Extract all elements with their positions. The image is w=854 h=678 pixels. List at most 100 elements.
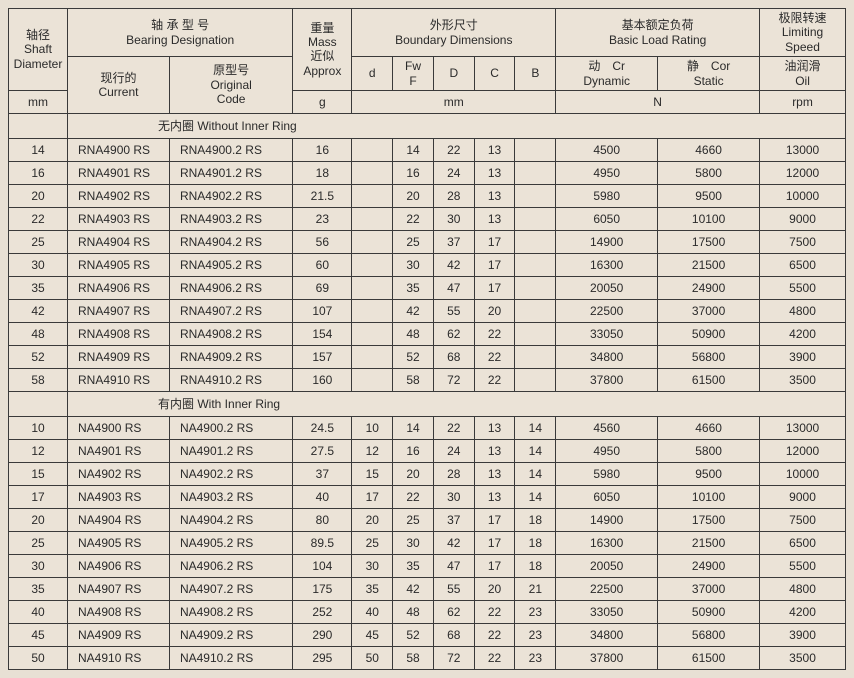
- cell-cor: 5800: [658, 161, 760, 184]
- table-row: 40NA4908 RSNA4908.2 RS252404862222333050…: [9, 600, 846, 623]
- cell-orig: NA4909.2 RS: [169, 623, 292, 646]
- section-with-inner: 有内圈 With Inner Ring: [9, 391, 846, 416]
- cell-D: 24: [433, 439, 474, 462]
- cell-d: 20: [352, 508, 393, 531]
- cell-orig: RNA4907.2 RS: [169, 299, 292, 322]
- cell-D: 68: [433, 345, 474, 368]
- cell-shaft: 42: [9, 299, 68, 322]
- cell-cur: RNA4905 RS: [68, 253, 170, 276]
- cell-fwf: 20: [393, 184, 434, 207]
- cell-fwf: 48: [393, 600, 434, 623]
- cell-orig: RNA4905.2 RS: [169, 253, 292, 276]
- cell-B: [515, 345, 556, 368]
- cell-shaft: 48: [9, 322, 68, 345]
- cell-cur: NA4903 RS: [68, 485, 170, 508]
- cell-cor: 61500: [658, 646, 760, 669]
- hdr-cr-1: 动 Cr: [588, 59, 625, 73]
- cell-shaft: 25: [9, 531, 68, 554]
- cell-rpm: 4800: [760, 299, 846, 322]
- cell-shaft: 12: [9, 439, 68, 462]
- cell-cur: NA4907 RS: [68, 577, 170, 600]
- cell-orig: NA4901.2 RS: [169, 439, 292, 462]
- cell-mass: 16: [293, 138, 352, 161]
- section-no-inner-shaft: [9, 113, 68, 138]
- cell-rpm: 3500: [760, 646, 846, 669]
- cell-fwf: 42: [393, 299, 434, 322]
- cell-rpm: 3900: [760, 623, 846, 646]
- cell-mass: 160: [293, 368, 352, 391]
- cell-shaft: 25: [9, 230, 68, 253]
- cell-cur: RNA4901 RS: [68, 161, 170, 184]
- cell-orig: RNA4901.2 RS: [169, 161, 292, 184]
- hdr-dims-cn: 外形尺寸: [430, 18, 478, 32]
- cell-C: 17: [474, 230, 515, 253]
- cell-B: [515, 368, 556, 391]
- hdr-load-cn: 基本额定负荷: [622, 18, 694, 32]
- cell-d: 40: [352, 600, 393, 623]
- cell-d: 15: [352, 462, 393, 485]
- cell-B: [515, 161, 556, 184]
- cell-fwf: 30: [393, 253, 434, 276]
- cell-fwf: 22: [393, 485, 434, 508]
- hdr-cor-2: Static: [694, 74, 724, 88]
- table-row: 10NA4900 RSNA4900.2 RS24.510142213144560…: [9, 416, 846, 439]
- cell-shaft: 50: [9, 646, 68, 669]
- cell-rpm: 7500: [760, 508, 846, 531]
- cell-cor: 17500: [658, 230, 760, 253]
- cell-cr: 34800: [556, 345, 658, 368]
- hdr-cr: 动 Cr Dynamic: [556, 57, 658, 91]
- cell-C: 13: [474, 138, 515, 161]
- cell-mass: 69: [293, 276, 352, 299]
- cell-cr: 5980: [556, 184, 658, 207]
- cell-d: [352, 345, 393, 368]
- cell-B: 23: [515, 646, 556, 669]
- cell-cr: 4950: [556, 161, 658, 184]
- cell-shaft: 22: [9, 207, 68, 230]
- hdr-original-en2: Code: [217, 92, 246, 106]
- cell-d: 35: [352, 577, 393, 600]
- cell-orig: NA4902.2 RS: [169, 462, 292, 485]
- cell-D: 28: [433, 462, 474, 485]
- hdr-cor: 静 Cor Static: [658, 57, 760, 91]
- cell-cor: 9500: [658, 462, 760, 485]
- cell-D: 22: [433, 416, 474, 439]
- cell-rpm: 9000: [760, 485, 846, 508]
- cell-shaft: 52: [9, 345, 68, 368]
- cell-shaft: 20: [9, 508, 68, 531]
- cell-cur: NA4906 RS: [68, 554, 170, 577]
- cell-D: 47: [433, 276, 474, 299]
- cell-B: [515, 299, 556, 322]
- cell-cor: 4660: [658, 416, 760, 439]
- cell-C: 22: [474, 345, 515, 368]
- cell-fwf: 14: [393, 138, 434, 161]
- cell-C: 22: [474, 623, 515, 646]
- hdr-load-grp: 基本额定负荷 Basic Load Rating: [556, 9, 760, 57]
- cell-cur: NA4909 RS: [68, 623, 170, 646]
- hdr-Ccol: C: [474, 57, 515, 91]
- cell-cr: 33050: [556, 322, 658, 345]
- cell-mass: 154: [293, 322, 352, 345]
- cell-cor: 50900: [658, 600, 760, 623]
- cell-d: 10: [352, 416, 393, 439]
- cell-cr: 16300: [556, 253, 658, 276]
- table-row: 25NA4905 RSNA4905.2 RS89.525304217181630…: [9, 531, 846, 554]
- hdr-original-en: Original: [210, 78, 251, 92]
- hdr-current: 现行的 Current: [68, 57, 170, 114]
- cell-D: 68: [433, 623, 474, 646]
- cell-orig: RNA4903.2 RS: [169, 207, 292, 230]
- cell-C: 13: [474, 161, 515, 184]
- cell-fwf: 42: [393, 577, 434, 600]
- table-row: 15NA4902 RSNA4902.2 RS371520281314598095…: [9, 462, 846, 485]
- cell-B: [515, 138, 556, 161]
- cell-cr: 16300: [556, 531, 658, 554]
- cell-cor: 37000: [658, 577, 760, 600]
- cell-shaft: 17: [9, 485, 68, 508]
- cell-rpm: 3900: [760, 345, 846, 368]
- cell-orig: RNA4908.2 RS: [169, 322, 292, 345]
- cell-shaft: 40: [9, 600, 68, 623]
- cell-rpm: 6500: [760, 531, 846, 554]
- table-row: 42RNA4907 RSRNA4907.2 RS1074255202250037…: [9, 299, 846, 322]
- cell-d: 50: [352, 646, 393, 669]
- cell-cur: RNA4904 RS: [68, 230, 170, 253]
- table-row: 30RNA4905 RSRNA4905.2 RS6030421716300215…: [9, 253, 846, 276]
